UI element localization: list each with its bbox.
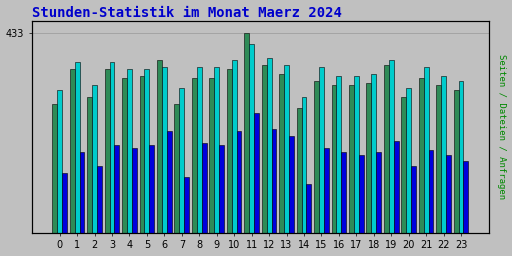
Bar: [254, 113, 259, 233]
Bar: [87, 97, 92, 233]
Bar: [227, 69, 232, 233]
Bar: [157, 60, 162, 233]
Bar: [302, 97, 306, 233]
Bar: [144, 69, 150, 233]
Bar: [446, 155, 451, 233]
Bar: [279, 74, 284, 233]
Bar: [319, 67, 324, 233]
Bar: [150, 145, 154, 233]
Bar: [367, 83, 371, 233]
Bar: [249, 44, 254, 233]
Bar: [454, 90, 459, 233]
Bar: [167, 131, 172, 233]
Bar: [162, 67, 167, 233]
Bar: [384, 65, 389, 233]
Bar: [332, 85, 336, 233]
Bar: [359, 155, 364, 233]
Bar: [324, 147, 329, 233]
Bar: [219, 145, 224, 233]
Bar: [52, 104, 57, 233]
Bar: [441, 76, 446, 233]
Bar: [354, 76, 359, 233]
Bar: [215, 67, 219, 233]
Bar: [371, 74, 376, 233]
Bar: [184, 177, 189, 233]
Bar: [406, 88, 411, 233]
Bar: [175, 104, 179, 233]
Bar: [271, 129, 276, 233]
Bar: [140, 76, 144, 233]
Bar: [349, 85, 354, 233]
Bar: [105, 69, 110, 233]
Bar: [179, 88, 184, 233]
Bar: [115, 145, 119, 233]
Bar: [267, 58, 271, 233]
Bar: [459, 81, 463, 233]
Bar: [314, 81, 319, 233]
Bar: [127, 69, 132, 233]
Bar: [192, 78, 197, 233]
Bar: [79, 152, 84, 233]
Bar: [132, 147, 137, 233]
Bar: [197, 67, 202, 233]
Bar: [110, 62, 115, 233]
Text: Stunden-Statistik im Monat Maerz 2024: Stunden-Statistik im Monat Maerz 2024: [32, 6, 342, 19]
Bar: [306, 184, 311, 233]
Bar: [376, 152, 381, 233]
Y-axis label: Seiten / Dateien / Anfragen: Seiten / Dateien / Anfragen: [498, 54, 506, 199]
Bar: [289, 136, 294, 233]
Bar: [92, 85, 97, 233]
Bar: [296, 108, 302, 233]
Bar: [62, 173, 67, 233]
Bar: [75, 62, 79, 233]
Bar: [122, 78, 127, 233]
Bar: [429, 150, 434, 233]
Bar: [244, 33, 249, 233]
Bar: [57, 90, 62, 233]
Bar: [394, 141, 398, 233]
Bar: [237, 131, 242, 233]
Bar: [423, 67, 429, 233]
Bar: [97, 166, 102, 233]
Bar: [262, 65, 267, 233]
Bar: [436, 85, 441, 233]
Bar: [401, 97, 406, 233]
Bar: [419, 78, 423, 233]
Bar: [389, 60, 394, 233]
Bar: [202, 143, 207, 233]
Bar: [411, 166, 416, 233]
Bar: [284, 65, 289, 233]
Bar: [232, 60, 237, 233]
Bar: [342, 152, 346, 233]
Bar: [463, 161, 468, 233]
Bar: [70, 69, 75, 233]
Bar: [336, 76, 342, 233]
Bar: [209, 78, 215, 233]
